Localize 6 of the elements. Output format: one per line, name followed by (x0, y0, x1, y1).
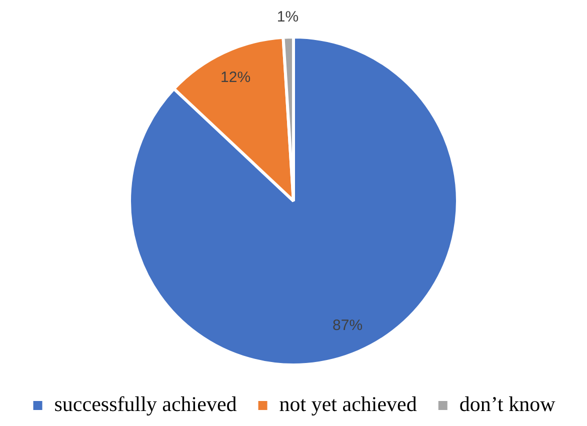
legend-label: not yet achieved (279, 392, 418, 416)
data-label: 12% (220, 68, 251, 86)
data-label: 1% (276, 8, 299, 26)
data-label: 87% (332, 317, 363, 334)
legend-label: successfully achieved (54, 392, 238, 416)
legend-label: don’t know (459, 392, 556, 416)
